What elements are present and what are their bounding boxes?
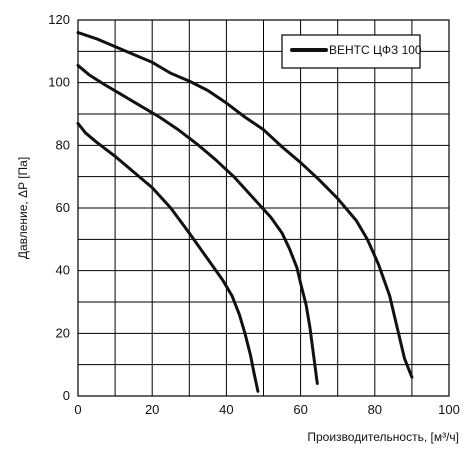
y-tick-label: 40 [56,263,70,278]
x-tick-label: 40 [219,402,233,417]
y-tick-label: 80 [56,137,70,152]
y-axis-label: Давление, ΔP [Па] [16,157,30,259]
series-layer [76,31,414,393]
series-line-2 [76,63,319,385]
y-tick-label: 120 [48,12,70,27]
series-line-3 [76,121,260,393]
tick-layer: 0 20 40 60 80 100 0 20 40 60 80 100 120 [48,12,460,417]
x-tick-label: 100 [438,402,460,417]
x-axis-label: Производительность, [м³/ч] [307,430,459,444]
y-tick-label: 100 [48,75,70,90]
x-tick-label: 20 [145,402,159,417]
series-line-1 [76,31,414,379]
x-tick-label: 60 [293,402,307,417]
legend-label: ВЕНТС ЦФЗ 100 [329,43,422,57]
x-tick-label: 80 [368,402,382,417]
y-tick-label: 0 [63,388,70,403]
legend: ВЕНТС ЦФЗ 100 [281,34,422,69]
y-tick-label: 60 [56,200,70,215]
x-tick-label: 0 [74,402,81,417]
y-tick-label: 20 [56,325,70,340]
plot-frame [77,19,450,397]
